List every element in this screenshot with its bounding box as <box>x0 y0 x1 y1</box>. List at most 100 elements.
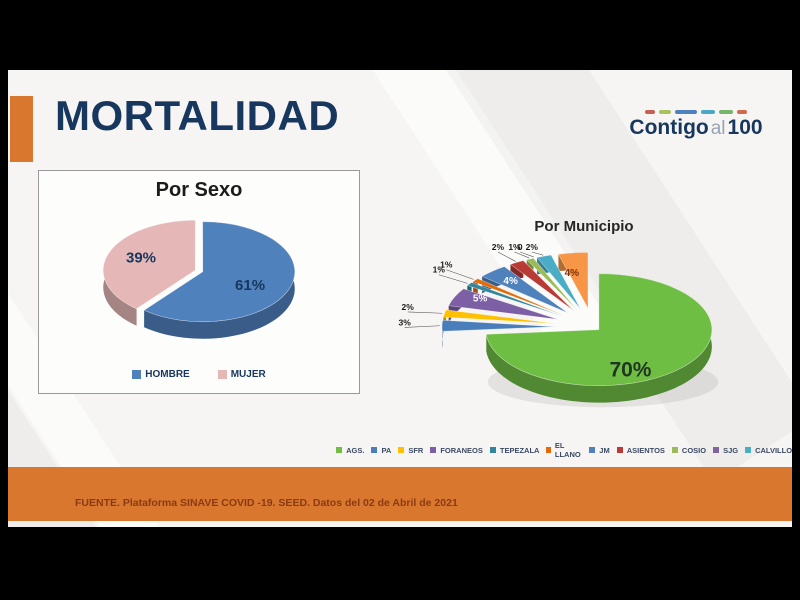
pie-slice <box>526 257 578 311</box>
pie-slice <box>448 288 559 320</box>
slice-label: 5% <box>473 293 488 304</box>
legend-label: PA <box>381 445 392 455</box>
logo-word-contigo: Contigo <box>629 116 709 139</box>
slice-label: 2% <box>526 242 539 252</box>
slice-label: 39% <box>126 249 156 266</box>
legend-label: EL LLANO <box>554 441 581 459</box>
legend-swatch <box>430 447 437 453</box>
legend-label: HOMBRE <box>145 369 190 380</box>
legend-swatch <box>489 447 496 453</box>
legend-label: ASIENTOS <box>626 445 665 455</box>
legend-swatch <box>671 447 678 453</box>
legend-item: ASIENTOS <box>616 445 665 455</box>
por-sexo-pie-chart: 61% 39% <box>102 219 295 339</box>
legend-label: JM <box>599 445 610 455</box>
label-leader-line <box>531 251 544 256</box>
pie-slice <box>102 219 196 310</box>
legend-swatch <box>589 447 596 453</box>
legend-label: MUJER <box>230 369 266 380</box>
slice-label: 3% <box>398 317 411 327</box>
legend-item: TEPEZALA <box>489 445 540 455</box>
legend-swatch <box>713 447 720 453</box>
logo-dash <box>675 110 697 114</box>
legend-item: AGS. <box>336 446 364 455</box>
legend-swatch <box>546 447 551 453</box>
por-sexo-chart-title: Por Sexo <box>155 179 243 201</box>
logo-dash <box>701 110 715 114</box>
footer-bar: FUENTE. Plataforma SINAVE COVID -19. SEE… <box>8 467 792 521</box>
logo-text: Contigo al100 <box>616 117 776 139</box>
contigo-al-100-logo: Contigo al100 <box>616 110 776 139</box>
slice-label: 1% <box>440 260 453 270</box>
label-leader-line <box>404 325 440 328</box>
slice-label: 0 <box>518 242 523 252</box>
legend-swatch <box>336 447 343 453</box>
logo-word-100: 100 <box>727 116 763 139</box>
pie-slice <box>472 278 564 316</box>
label-leader-line <box>446 269 474 280</box>
legend-item: HOMBRE <box>132 369 190 380</box>
slice-label: 1% <box>508 242 521 252</box>
por-municipio-pie-chart: 70%3%2%5%1%1%4%2% 1%0 2%4% <box>398 242 719 408</box>
legend-label: SFR <box>408 445 424 455</box>
legend-item: PA <box>371 446 391 455</box>
pie-slice <box>481 266 568 314</box>
legend-item: CALVILLO <box>745 446 792 455</box>
por-municipio-legend: AGS. PA SFR FORANEOS TEPEZALA EL LLANO JM ASIEN… <box>336 441 792 459</box>
legend-item: COSIO <box>671 445 707 455</box>
legend-label: COSIO <box>681 445 707 455</box>
legend-item: JM <box>589 445 610 455</box>
legend-item: SJG <box>713 446 738 455</box>
slice-label: 4% <box>503 276 518 287</box>
pie-slice <box>536 254 581 310</box>
legend-label: TEPEZALA <box>499 445 540 455</box>
legend-label: AGS. <box>346 445 365 455</box>
slice-label: 2% <box>402 302 415 312</box>
legend-item: MUJER <box>217 369 266 380</box>
legend-swatch <box>132 370 142 379</box>
pie-slice <box>441 319 556 332</box>
orange-accent-bar <box>10 96 33 162</box>
logo-dash <box>645 110 655 114</box>
legend-label: CALVILLO <box>755 445 792 455</box>
por-sexo-legend: HOMBRE MUJER <box>39 369 359 380</box>
slice-label: 61% <box>235 277 265 294</box>
pie-slice <box>143 221 295 323</box>
slice-label: 2% <box>492 242 505 252</box>
logo-word-al: al <box>710 118 726 139</box>
legend-swatch <box>217 370 227 379</box>
legend-label: FORANEOS <box>440 445 483 455</box>
logo-dash <box>719 110 733 114</box>
slide-canvas: MORTALIDAD Contigo al100 Por Sexo 61% 39% … <box>8 70 792 527</box>
legend-item: EL LLANO <box>546 441 582 459</box>
legend-swatch <box>371 447 378 453</box>
por-municipio-chart-title: Por Municipio <box>534 218 634 235</box>
legend-item: FORANEOS <box>430 446 483 455</box>
logo-dash <box>659 110 671 114</box>
pie-slice <box>557 252 589 309</box>
legend-swatch <box>616 447 623 453</box>
legend-item: SFR <box>398 446 423 455</box>
label-leader-line <box>520 251 534 258</box>
label-leader-line <box>514 251 530 259</box>
page-title: MORTALIDAD <box>55 92 340 139</box>
logo-dashes <box>616 110 776 114</box>
legend-swatch <box>745 447 752 453</box>
footer-source-text: FUENTE. Plataforma SINAVE COVID -19. SEE… <box>75 497 458 509</box>
legend-swatch <box>398 447 405 453</box>
label-leader-line <box>497 251 516 262</box>
label-leader-line <box>407 311 443 314</box>
slice-label: 4% <box>565 268 580 279</box>
pie-slice <box>144 221 295 339</box>
logo-dash <box>737 110 747 114</box>
pie-slice <box>466 282 562 317</box>
slice-label: 1% <box>433 265 446 275</box>
slice-label: 70% <box>609 359 651 382</box>
pie-slice <box>443 309 556 324</box>
pie-slice <box>509 260 575 311</box>
label-leader-line <box>438 274 468 284</box>
por-sexo-panel: Por Sexo 61% 39% HOMBRE MUJER <box>38 170 360 394</box>
legend-label: SJG <box>723 445 739 455</box>
pie-slice <box>485 273 713 386</box>
